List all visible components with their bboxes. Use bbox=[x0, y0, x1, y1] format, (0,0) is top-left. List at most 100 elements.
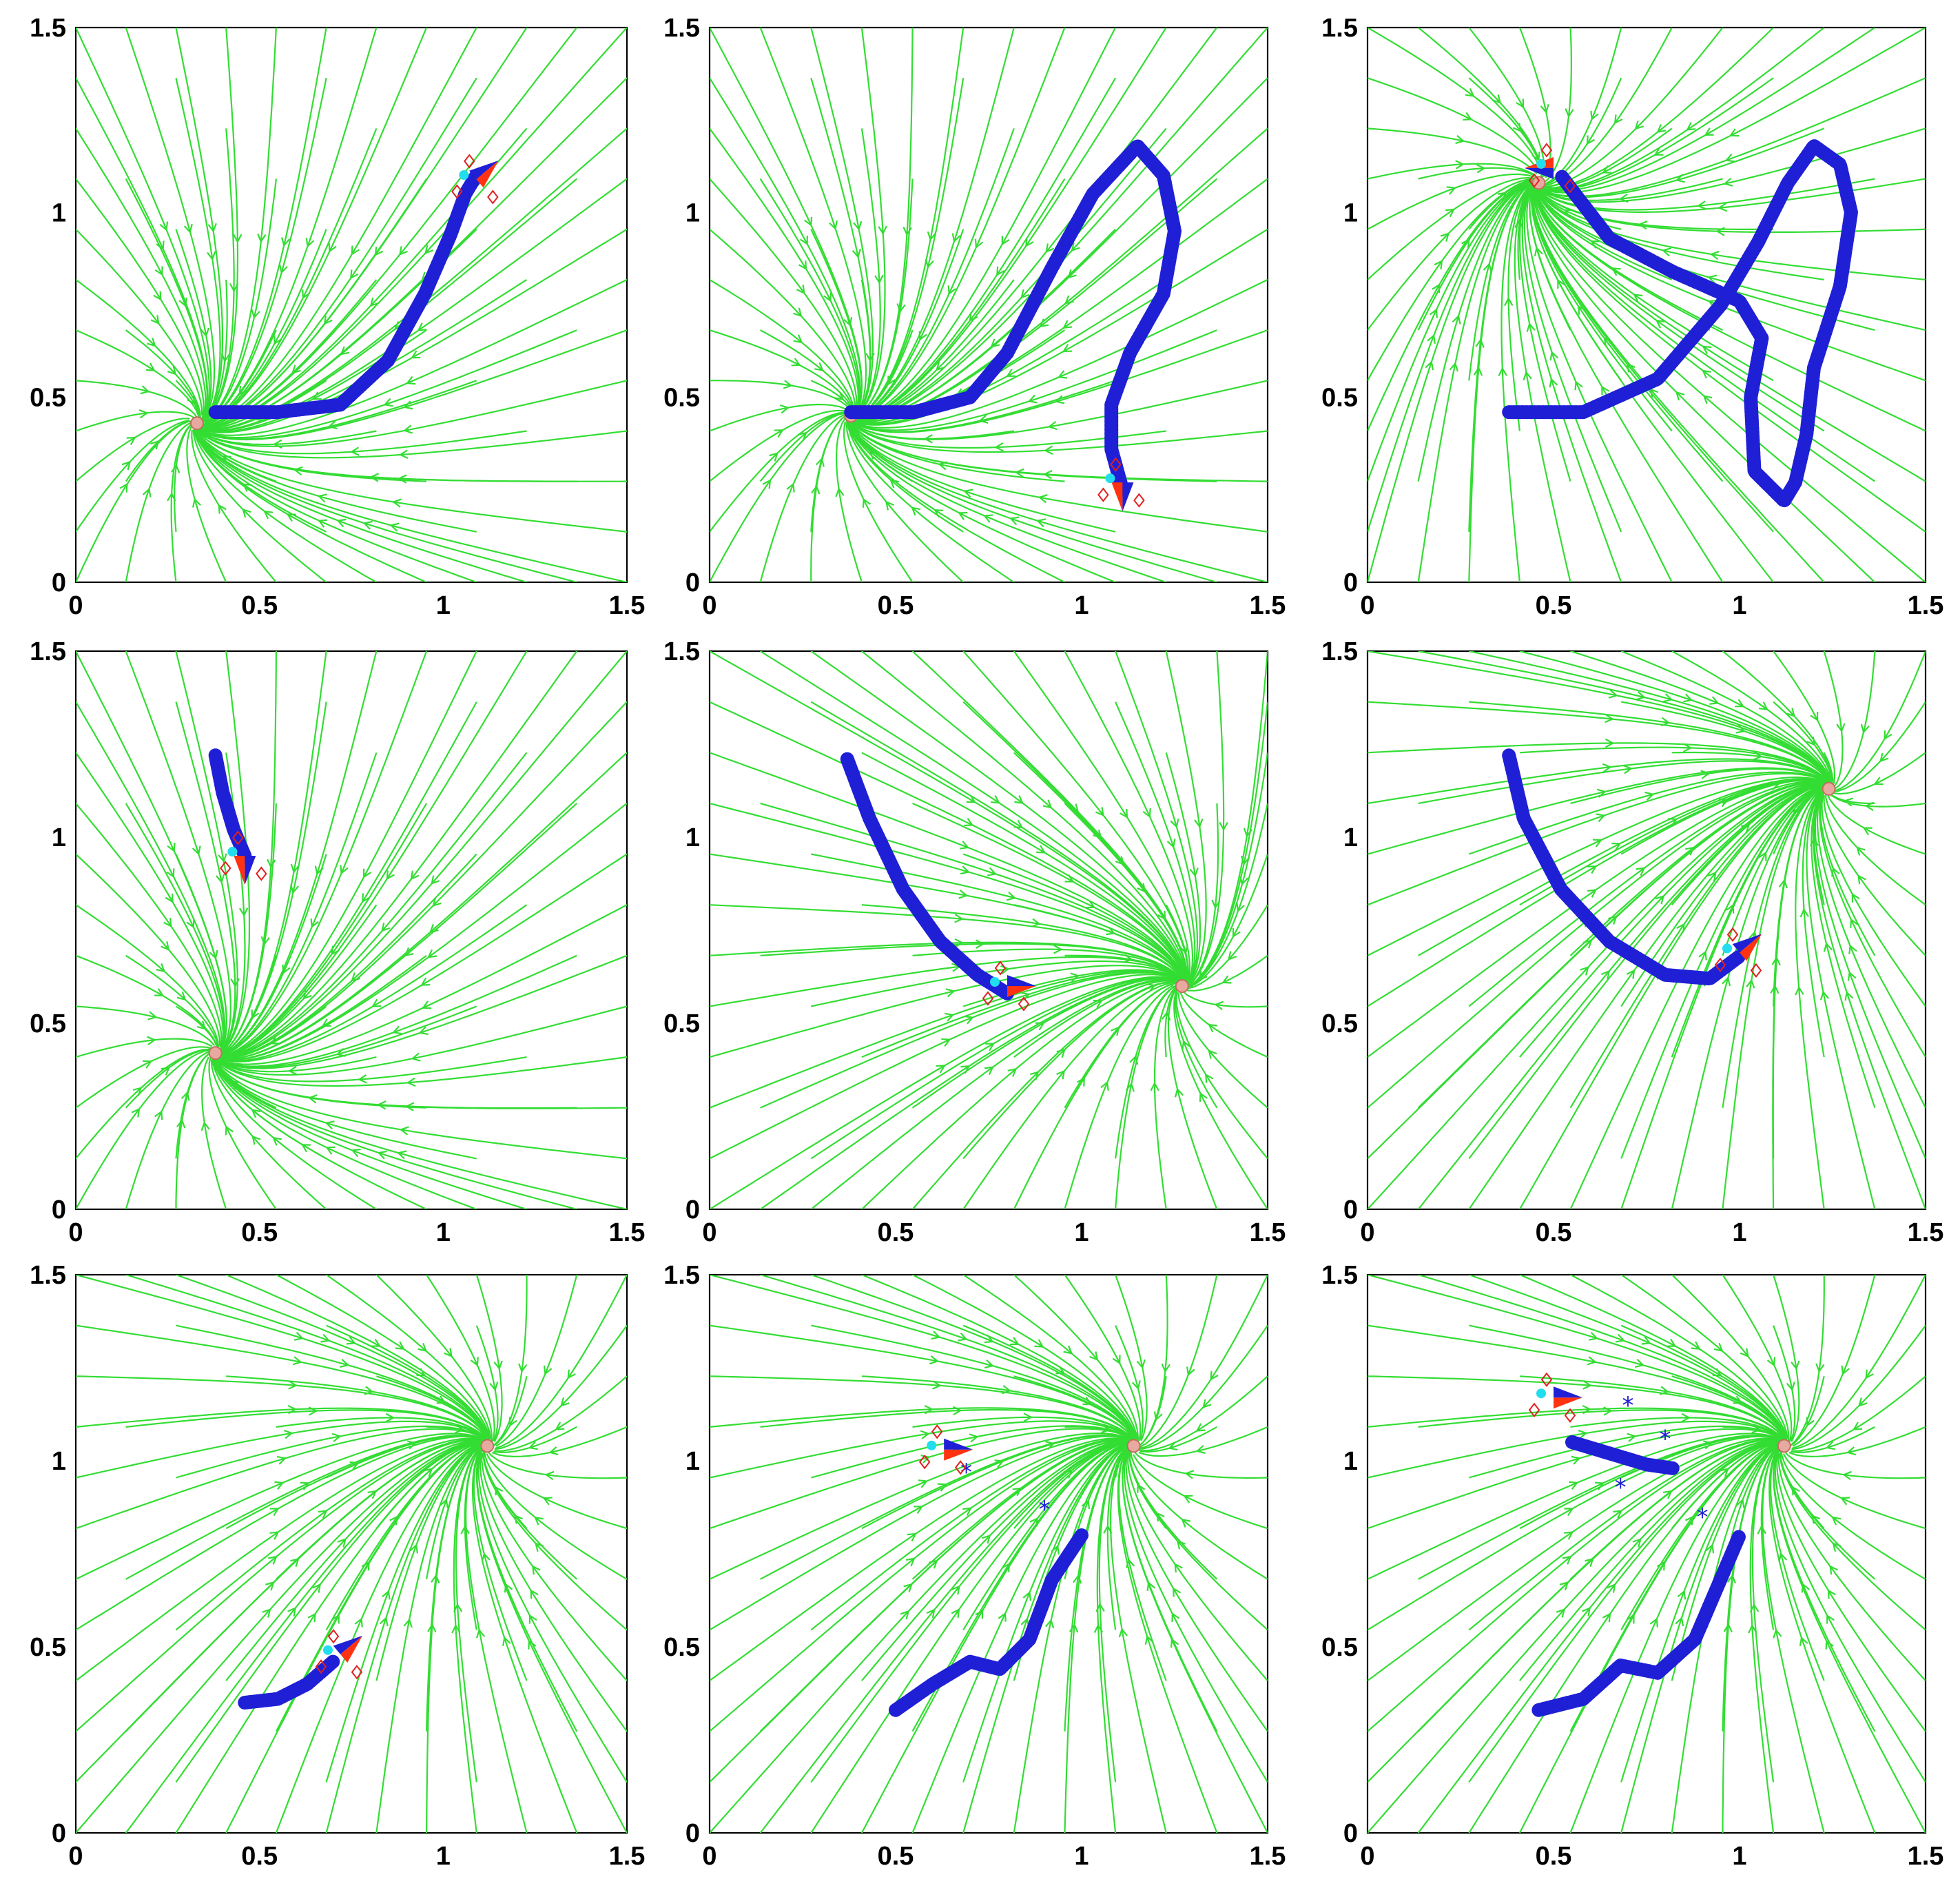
streamline bbox=[1539, 28, 1876, 192]
x-tick-label: 1 bbox=[436, 591, 451, 620]
streamline-arrow bbox=[293, 1331, 305, 1341]
streamline-arrow bbox=[1181, 1518, 1191, 1528]
y-tick-label: 0.5 bbox=[663, 1633, 700, 1662]
trajectory-core bbox=[892, 1532, 1085, 1714]
streamline-arrow bbox=[410, 870, 420, 881]
streamline bbox=[76, 1324, 489, 1439]
streamline bbox=[1535, 185, 1926, 331]
streamline bbox=[1368, 180, 1532, 482]
streamline bbox=[1671, 751, 1830, 784]
streamline-arrow bbox=[798, 260, 807, 271]
streamline-arrow bbox=[1735, 699, 1745, 708]
streamline bbox=[760, 943, 1184, 983]
streamline-arrow bbox=[1504, 296, 1514, 307]
streamline bbox=[760, 651, 1186, 978]
streamline bbox=[962, 1442, 1131, 1833]
streamline bbox=[76, 380, 199, 420]
streamline-arrow bbox=[1632, 1538, 1642, 1548]
streamline bbox=[1777, 1453, 1926, 1681]
streamline bbox=[76, 1440, 480, 1833]
streamline-arrow bbox=[167, 365, 177, 376]
direction-arrow-red bbox=[944, 1449, 973, 1461]
streamline-arrow bbox=[1602, 763, 1612, 773]
streamline-arrow bbox=[862, 497, 871, 508]
streamline-arrow bbox=[907, 1532, 917, 1542]
streamline-arrow bbox=[1726, 903, 1735, 914]
streamline bbox=[1064, 985, 1174, 1209]
streamline-arrow bbox=[1771, 781, 1781, 790]
streamline bbox=[1819, 788, 1876, 956]
streamline-arrow bbox=[941, 1038, 951, 1047]
streamline bbox=[1177, 992, 1268, 1109]
streamline bbox=[176, 1324, 489, 1440]
streamline-arrow bbox=[1884, 730, 1892, 741]
diamond-marker bbox=[1133, 493, 1145, 508]
streamline bbox=[1773, 1325, 1796, 1441]
streamline-arrow bbox=[1089, 1351, 1099, 1361]
streamline bbox=[1418, 778, 1823, 956]
streamline-arrow bbox=[987, 867, 998, 876]
streamline bbox=[1537, 189, 1824, 280]
diamond-marker bbox=[931, 1424, 943, 1439]
streamline-arrow bbox=[1712, 1368, 1722, 1377]
streamline bbox=[1189, 651, 1268, 987]
streamline-arrow bbox=[381, 922, 391, 932]
y-tick-label: 0.5 bbox=[30, 384, 66, 413]
streamline-arrow bbox=[327, 420, 338, 430]
streamline-arrow bbox=[1100, 1080, 1109, 1091]
y-tick-label: 0 bbox=[1343, 568, 1358, 597]
streamline-arrow bbox=[1042, 799, 1053, 809]
diamond-marker bbox=[1097, 487, 1109, 502]
streamline-arrow bbox=[1082, 1397, 1093, 1406]
streamline bbox=[760, 1408, 1134, 1440]
streamline bbox=[1418, 1409, 1784, 1440]
streamline-arrow bbox=[1729, 128, 1740, 137]
streamline-arrow bbox=[1661, 247, 1671, 257]
streamline-arrow bbox=[1473, 366, 1483, 376]
streamline-arrow bbox=[404, 947, 414, 957]
streamline-arrow bbox=[920, 1430, 930, 1439]
streamline bbox=[76, 1048, 211, 1160]
streamline-arrow bbox=[1476, 164, 1486, 174]
streamline-arrow bbox=[1601, 969, 1611, 980]
streamline-arrow bbox=[317, 493, 327, 503]
streamline-arrow bbox=[1562, 1555, 1572, 1565]
streamline bbox=[1671, 651, 1832, 781]
x-tick-label: 1.5 bbox=[1908, 591, 1944, 620]
streamline-arrow bbox=[978, 414, 989, 424]
streamline bbox=[475, 1450, 627, 1833]
streamline-arrow bbox=[796, 285, 805, 295]
streamline bbox=[1534, 189, 1926, 533]
streamline-arrow bbox=[406, 1440, 417, 1450]
streamline-arrow bbox=[154, 1110, 163, 1120]
streamline-arrow bbox=[1586, 135, 1595, 145]
streamline bbox=[276, 1275, 491, 1438]
streamline-arrow bbox=[186, 919, 195, 929]
streamline-arrow bbox=[769, 452, 778, 462]
streamline-arrow bbox=[207, 223, 217, 233]
streamline-arrow bbox=[1635, 1359, 1645, 1368]
streamline bbox=[1722, 788, 1822, 1209]
streamline-arrow bbox=[1757, 1525, 1766, 1535]
streamline bbox=[1368, 1435, 1781, 1631]
streamline bbox=[1417, 782, 1826, 1109]
diamond-marker bbox=[1528, 173, 1540, 188]
streamline bbox=[426, 1275, 495, 1444]
streamline bbox=[208, 1055, 277, 1209]
attractor-point bbox=[1175, 979, 1189, 993]
x-tick-label: 0.5 bbox=[1536, 1842, 1572, 1871]
streamline bbox=[221, 651, 428, 1056]
streamline bbox=[1792, 1275, 1876, 1447]
streamline bbox=[212, 1058, 477, 1209]
x-tick-label: 1 bbox=[436, 1218, 451, 1247]
streamline-arrow bbox=[936, 361, 945, 371]
streamline-arrow bbox=[1205, 1073, 1214, 1083]
streamline bbox=[1468, 28, 1546, 177]
streamline bbox=[221, 701, 627, 1059]
plot-area: ** bbox=[710, 1275, 1268, 1833]
streamline-arrow bbox=[1051, 1544, 1060, 1555]
streamline-arrow bbox=[990, 794, 1000, 804]
streamline-arrow bbox=[1749, 1603, 1760, 1613]
streamline-arrow bbox=[1603, 1406, 1613, 1416]
streamline-arrow bbox=[1587, 889, 1597, 898]
